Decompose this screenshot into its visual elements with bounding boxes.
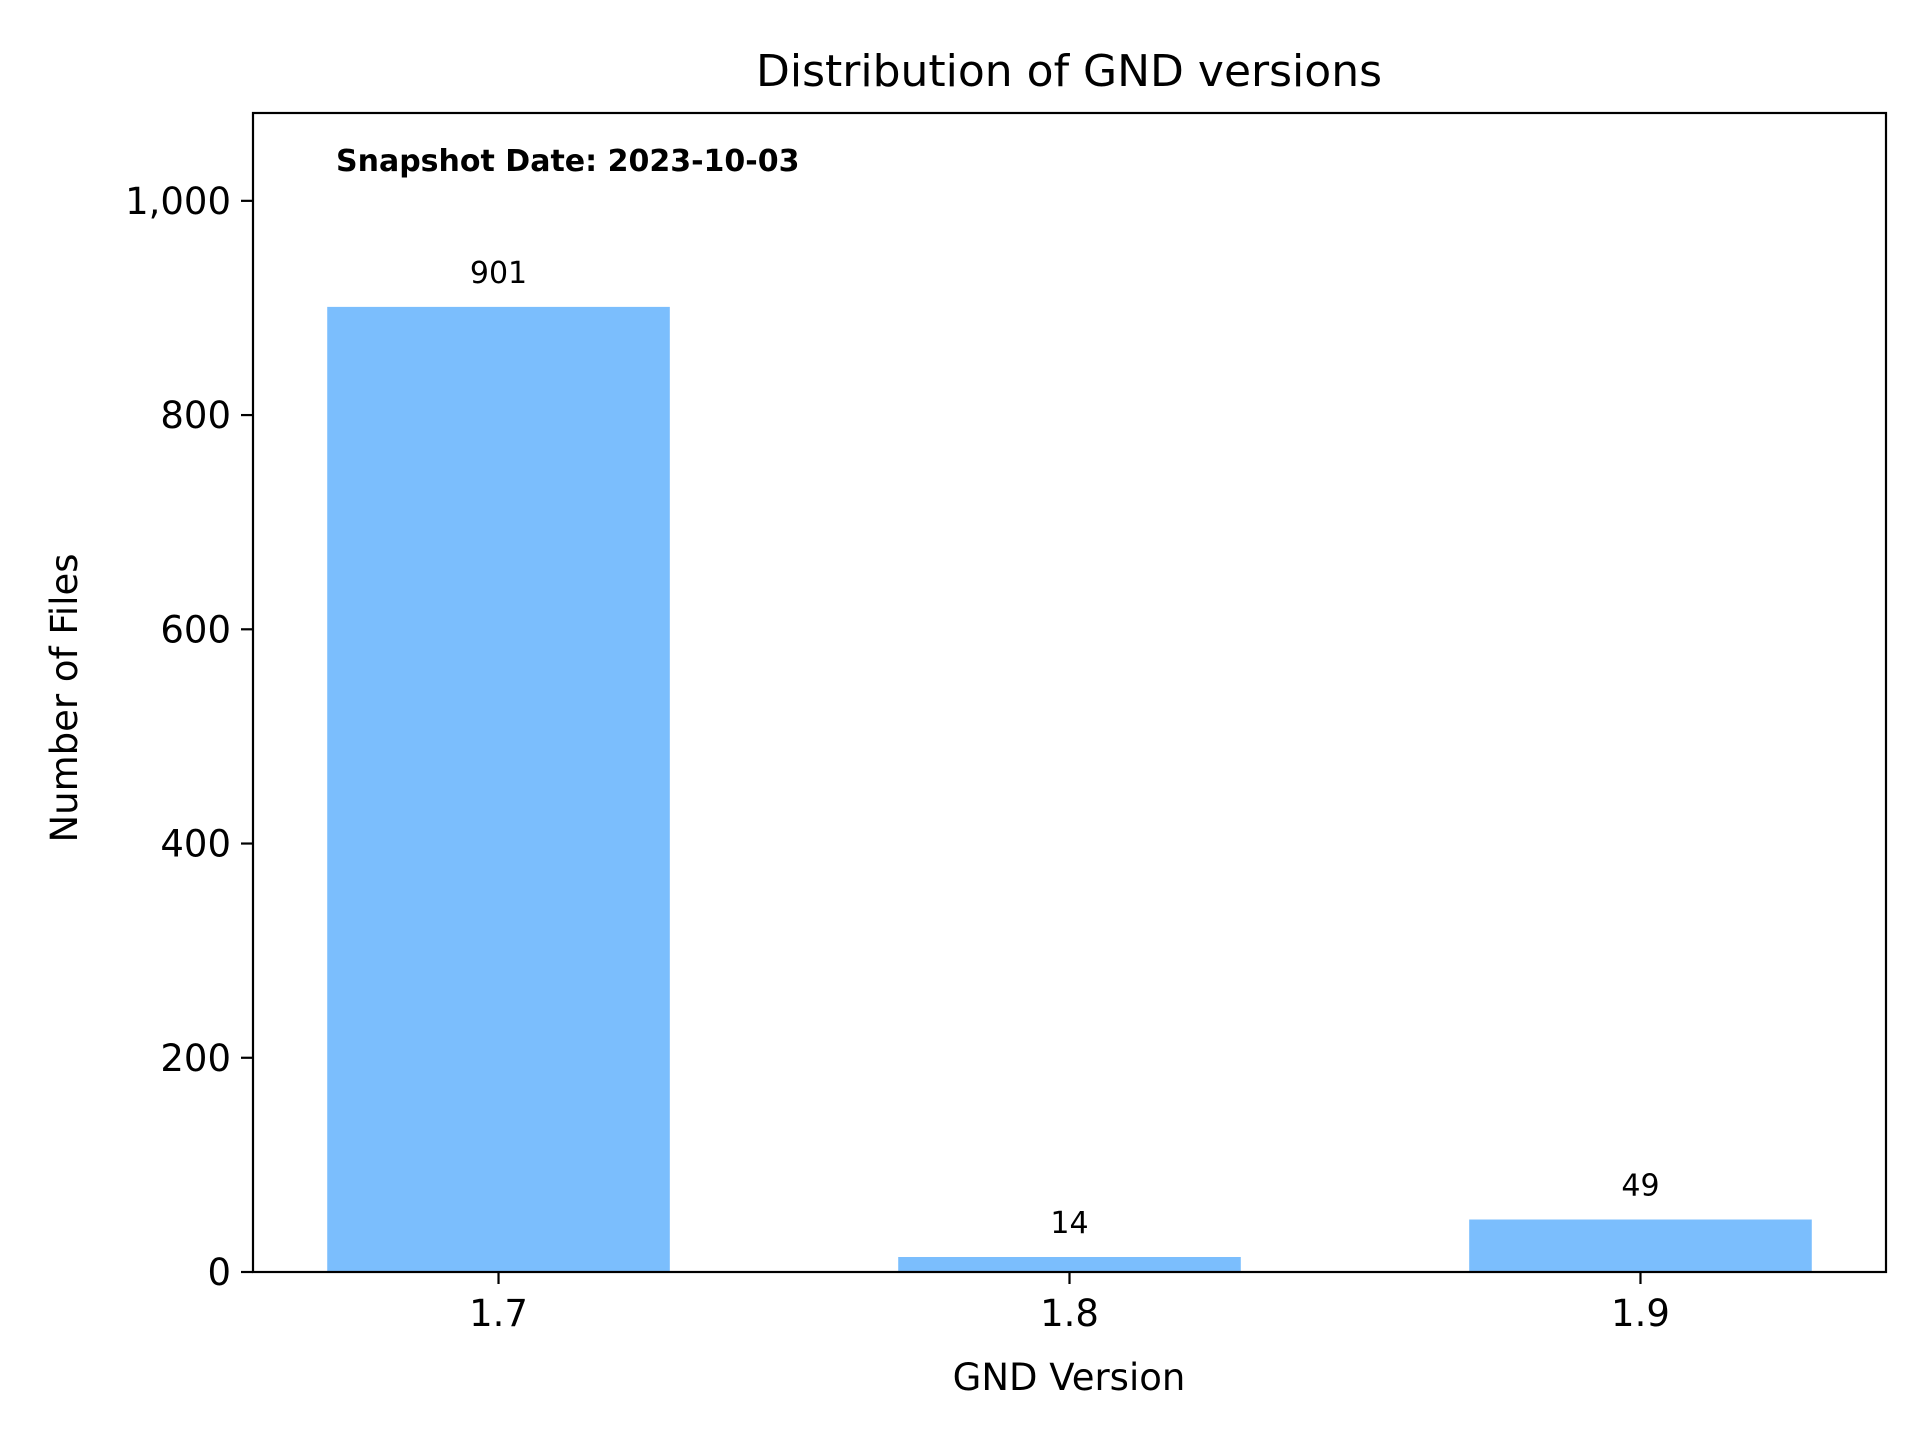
plot-frame — [251, 111, 1888, 1274]
x-axis-label: GND Version — [953, 1356, 1186, 1399]
x-tick-label: 1.8 — [1040, 1292, 1099, 1335]
x-tick-label: 1.7 — [469, 1292, 528, 1335]
snapshot-date-annotation: Snapshot Date: 2023-10-03 — [336, 144, 799, 179]
y-tick-label: 200 — [160, 1037, 231, 1080]
data-label: 49 — [1621, 1169, 1659, 1204]
plot-area: 901 1.7 14 1.8 49 1.9 0 200 400 600 800 1,000 — [125, 180, 1812, 1335]
y-tick-label: 600 — [160, 608, 231, 651]
data-label: 901 — [470, 256, 527, 291]
bar-1-7 — [327, 306, 670, 1273]
y-tick-label: 800 — [160, 394, 231, 437]
y-axis-label: Number of Files — [43, 553, 86, 842]
y-tick-label: 1,000 — [125, 180, 231, 223]
y-tick-label: 400 — [160, 823, 231, 866]
chart-title: Distribution of GND versions — [756, 46, 1382, 97]
x-tick-label: 1.9 — [1611, 1292, 1670, 1335]
bar-1-9 — [1469, 1219, 1812, 1272]
data-label: 14 — [1050, 1206, 1088, 1241]
bar-1-8 — [898, 1257, 1241, 1272]
y-tick-label: 0 — [207, 1251, 231, 1294]
